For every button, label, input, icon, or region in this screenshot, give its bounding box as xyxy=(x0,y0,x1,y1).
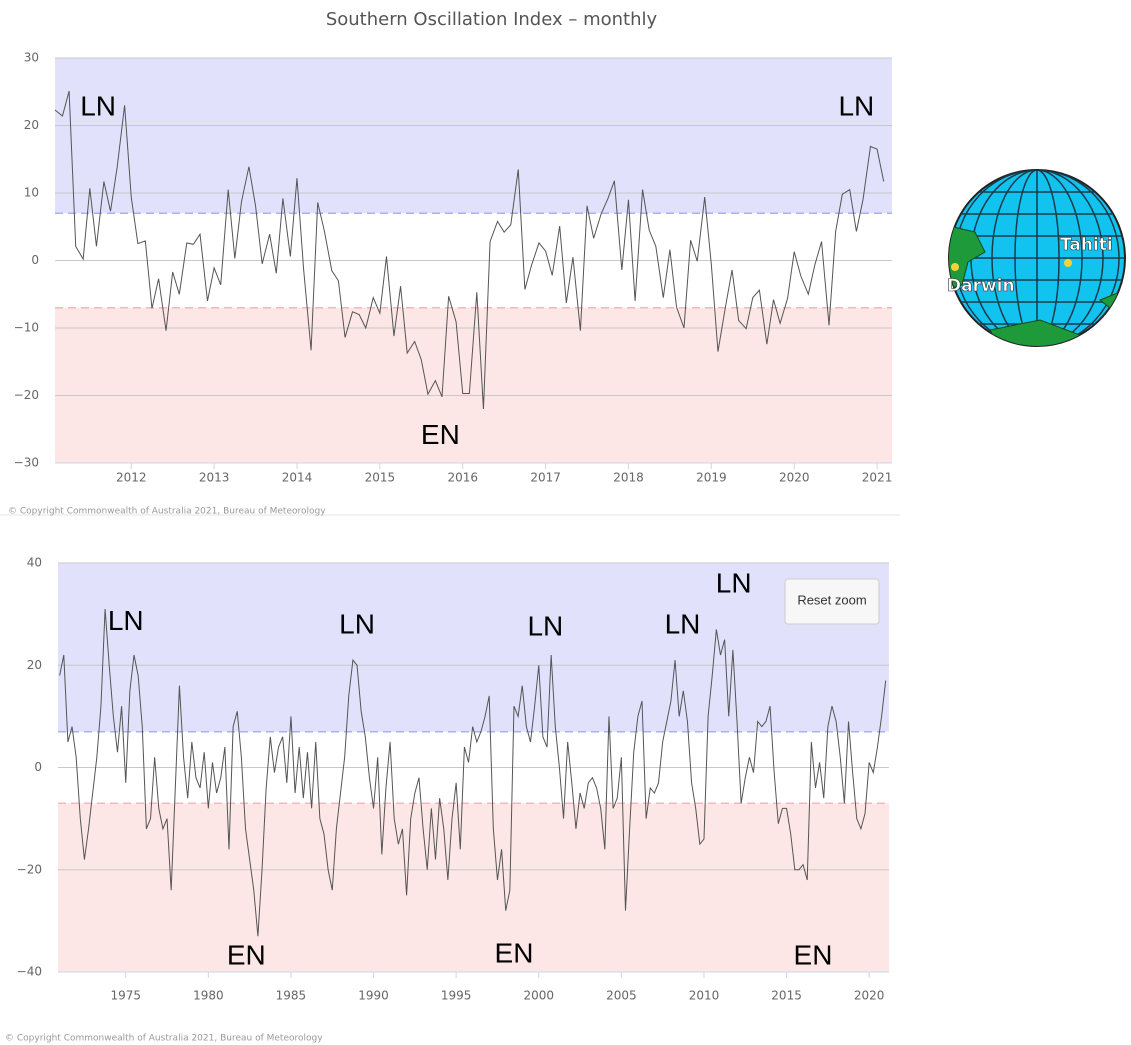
x-tick-label: 2014 xyxy=(282,471,313,485)
y-tick-label: 0 xyxy=(34,760,42,774)
annotation: LN xyxy=(339,608,375,639)
annotation: LN xyxy=(527,610,563,641)
y-tick-label: 10 xyxy=(24,186,39,200)
x-tick-label: 2013 xyxy=(199,471,230,485)
annotation: LN xyxy=(80,90,116,121)
y-tick-label: 20 xyxy=(27,658,42,672)
annotation: EN xyxy=(794,940,833,971)
y-tick-label: −30 xyxy=(14,456,39,470)
annotation: LN xyxy=(665,608,701,639)
x-tick-label: 2010 xyxy=(689,989,720,1003)
tahiti-dot xyxy=(1064,259,1072,267)
darwin-dot xyxy=(951,263,959,271)
x-tick-label: 2020 xyxy=(779,471,810,485)
x-tick-label: 1990 xyxy=(358,989,389,1003)
annotation: EN xyxy=(495,938,534,969)
y-tick-label: 40 xyxy=(27,556,42,570)
x-tick-label: 2000 xyxy=(523,989,554,1003)
x-tick-label: 2015 xyxy=(365,471,396,485)
chart-title: Southern Oscillation Index – monthly xyxy=(326,9,658,30)
page: Tahiti Darwin −30 −20 −10 0 10 20 30 2012 2013 20… xyxy=(0,0,1131,1045)
x-tick-label: 2017 xyxy=(530,471,561,485)
annotation: EN xyxy=(227,940,266,971)
x-tick-label: 2012 xyxy=(116,471,147,485)
credit: © Copyright Commonwealth of Australia 20… xyxy=(8,507,326,517)
x-tick-label: 2005 xyxy=(606,989,637,1003)
upper-band xyxy=(55,58,892,213)
globe: Tahiti Darwin xyxy=(945,170,1130,350)
reset-zoom-button[interactable]: Reset zoom xyxy=(785,579,879,624)
x-tick-label: 2021 xyxy=(862,471,893,485)
x-tick-label: 1995 xyxy=(441,989,472,1003)
y-tick-label: −40 xyxy=(17,965,42,979)
globe-label: Tahiti xyxy=(1060,235,1113,255)
x-tick-label: 2019 xyxy=(696,471,727,485)
button-label[interactable]: Reset zoom xyxy=(797,592,866,607)
x-tick-label: 2015 xyxy=(771,989,802,1003)
x-tick-label: 2020 xyxy=(854,989,885,1003)
annotation: LN xyxy=(716,567,752,598)
x-tick-label: 1980 xyxy=(193,989,224,1003)
lower-band xyxy=(58,803,889,972)
x-tick-label: 2018 xyxy=(613,471,644,485)
credit: © Copyright Commonwealth of Australia 20… xyxy=(5,1034,323,1044)
y-tick-label: 0 xyxy=(31,253,39,267)
annotation: LN xyxy=(108,605,144,636)
annotation: LN xyxy=(838,90,874,121)
y-tick-label: 30 xyxy=(24,51,39,65)
x-tick-label: 1985 xyxy=(276,989,307,1003)
x-tick-label: 1975 xyxy=(110,989,141,1003)
globe-label: Darwin xyxy=(947,276,1015,296)
y-tick-label: −20 xyxy=(17,862,42,876)
y-tick-label: 20 xyxy=(24,118,39,132)
annotation: EN xyxy=(421,419,460,450)
y-tick-label: −20 xyxy=(14,388,39,402)
upper-band xyxy=(58,563,889,732)
y-tick-label: −10 xyxy=(14,321,39,335)
x-tick-label: 2016 xyxy=(447,471,478,485)
